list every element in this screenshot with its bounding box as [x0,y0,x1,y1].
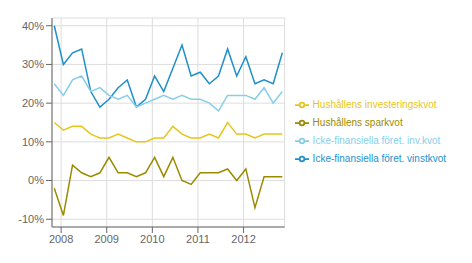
svg-text:30%: 30% [22,58,44,70]
svg-text:20%: 20% [22,97,44,109]
svg-text:0%: 0% [28,174,44,186]
html-text:Icke-finansiella föret. vinstk: Icke-finansiella föret. vinstkvot [312,152,446,164]
svg-text:2010: 2010 [140,233,164,245]
svg-text:2011: 2011 [186,233,210,245]
html-text:Hushållens sparkvot: Hushållens sparkvot [312,116,403,128]
svg-text:-10%: -10% [18,213,44,225]
html-text:Hushållens investeringskvot: Hushållens investeringskvot [312,98,437,110]
svg-text:2009: 2009 [94,233,118,245]
svg-text:2012: 2012 [231,233,255,245]
svg-text:10%: 10% [22,136,44,148]
svg-text:40%: 40% [22,20,44,32]
html-text:Icke-finansiella föret. inv.kv: Icke-finansiella föret. inv.kvot [312,134,441,146]
svg-text:2008: 2008 [49,233,73,245]
